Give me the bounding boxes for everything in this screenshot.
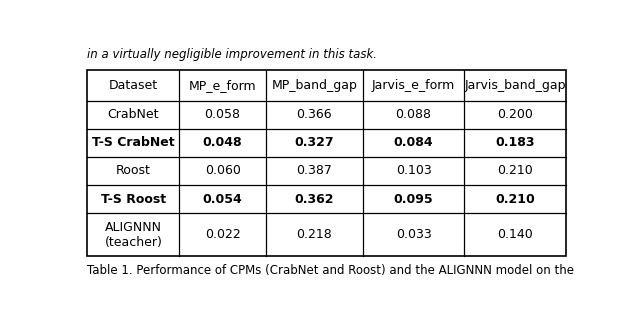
Text: 0.140: 0.140 <box>497 228 533 241</box>
Text: 0.218: 0.218 <box>296 228 332 241</box>
Text: 0.210: 0.210 <box>497 164 533 177</box>
Text: 0.362: 0.362 <box>294 193 334 206</box>
Text: 0.058: 0.058 <box>205 108 241 121</box>
Text: Roost: Roost <box>116 164 151 177</box>
Bar <box>88 70 566 256</box>
Text: 0.054: 0.054 <box>203 193 243 206</box>
Text: 0.048: 0.048 <box>203 136 243 149</box>
Text: MP_band_gap: MP_band_gap <box>271 79 357 92</box>
Text: in a virtually negligible improvement in this task.: in a virtually negligible improvement in… <box>88 48 378 61</box>
Text: 0.183: 0.183 <box>495 136 535 149</box>
Text: 0.366: 0.366 <box>296 108 332 121</box>
Text: 0.084: 0.084 <box>394 136 433 149</box>
Text: Jarvis_e_form: Jarvis_e_form <box>372 79 455 92</box>
Text: MP_e_form: MP_e_form <box>189 79 257 92</box>
Text: 0.095: 0.095 <box>394 193 433 206</box>
Text: 0.088: 0.088 <box>396 108 431 121</box>
Text: T-S Roost: T-S Roost <box>100 193 166 206</box>
Text: ALIGNNN
(teacher): ALIGNNN (teacher) <box>104 221 163 249</box>
Text: Table 1. Performance of CPMs (CrabNet and Roost) and the ALIGNNN model on the: Table 1. Performance of CPMs (CrabNet an… <box>88 264 575 277</box>
Text: CrabNet: CrabNet <box>108 108 159 121</box>
Text: 0.103: 0.103 <box>396 164 431 177</box>
Text: 0.200: 0.200 <box>497 108 533 121</box>
Text: 0.387: 0.387 <box>296 164 332 177</box>
Text: 0.033: 0.033 <box>396 228 431 241</box>
Text: 0.060: 0.060 <box>205 164 241 177</box>
Text: 0.022: 0.022 <box>205 228 241 241</box>
Text: T-S CrabNet: T-S CrabNet <box>92 136 175 149</box>
Text: 0.210: 0.210 <box>495 193 535 206</box>
Text: Jarvis_band_gap: Jarvis_band_gap <box>465 79 566 92</box>
Text: Dataset: Dataset <box>109 79 158 92</box>
Text: 0.327: 0.327 <box>294 136 334 149</box>
